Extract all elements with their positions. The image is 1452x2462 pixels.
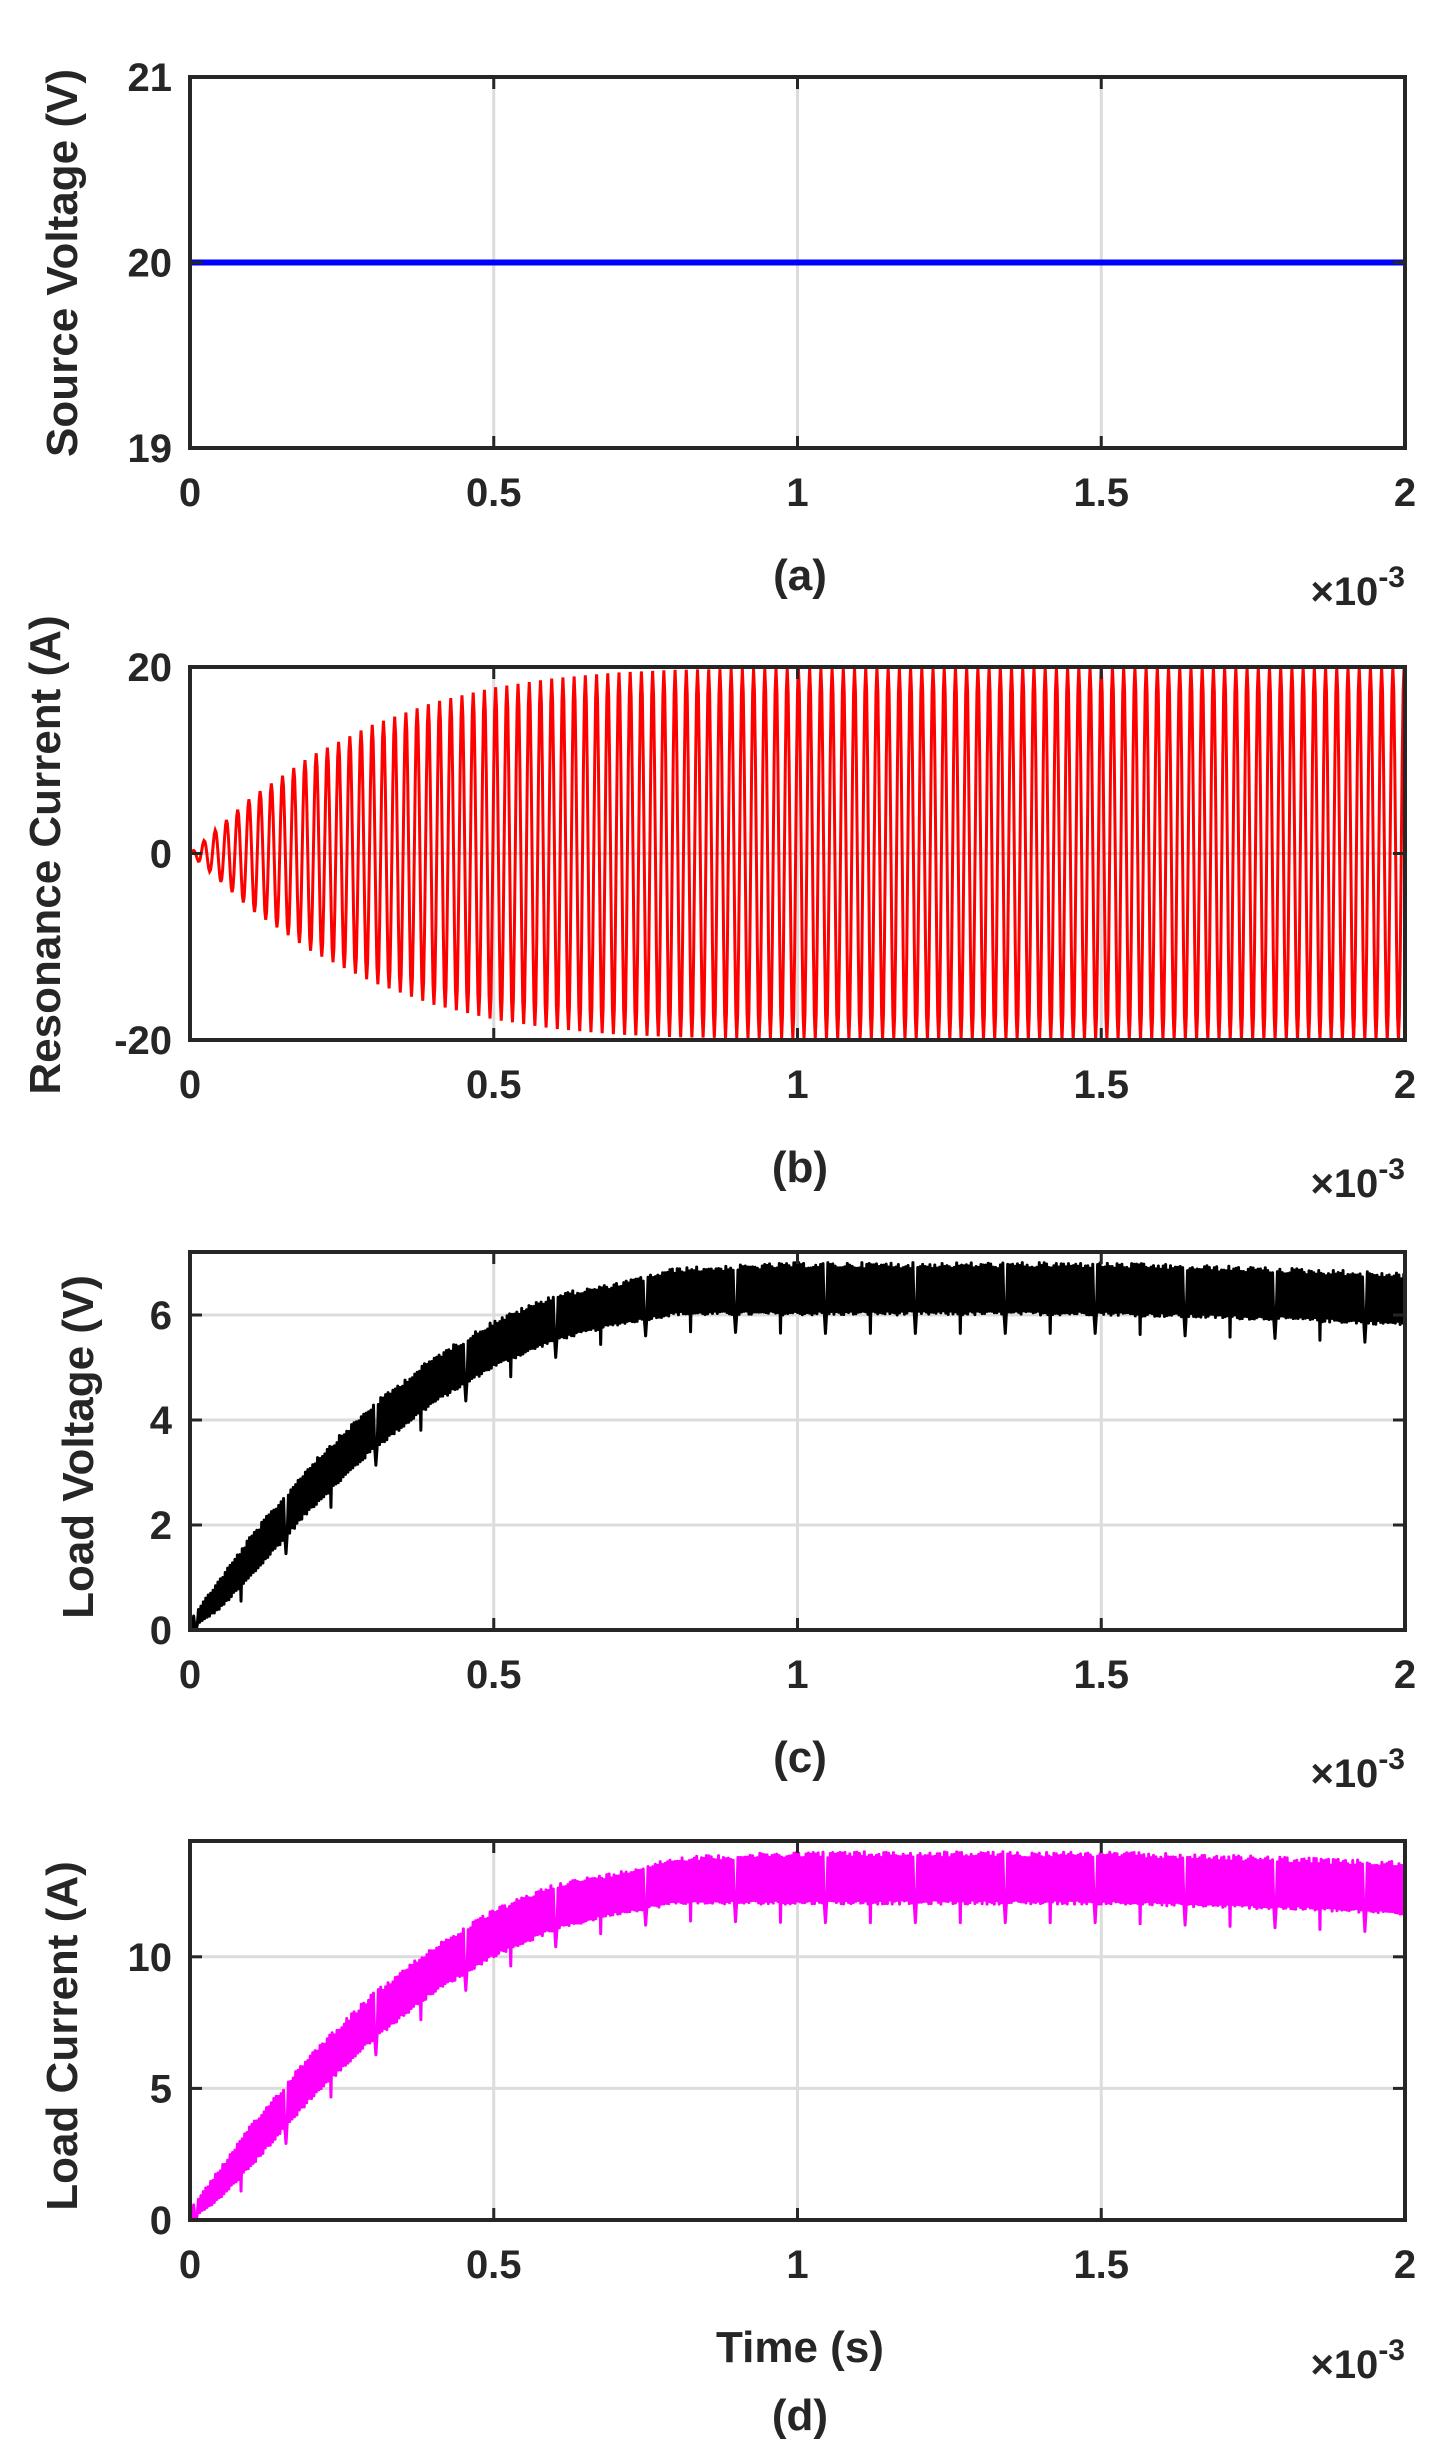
panel-d-ylabel: Load Current (A) <box>38 1861 87 2211</box>
panel-a-ytick-label-0: 19 <box>128 427 173 471</box>
panel-b-xtick-label-2: 1 <box>786 1063 808 1107</box>
panel-d-ytick-label-0: 0 <box>150 2199 172 2243</box>
panel-a: 0 0.5 1 1.5 2 19 20 21 Source Voltage (V) (a) ×… <box>38 56 1416 614</box>
panel-d-xtick-label-0: 0 <box>179 2243 201 2287</box>
panel-c-xtick-label-3: 1.5 <box>1073 1653 1129 1697</box>
panel-d-exponent: ×10-3 <box>1310 2334 1405 2387</box>
panel-b-ytick-label-2: 20 <box>128 646 173 690</box>
panel-c-ytick-label-1: 2 <box>150 1504 172 1548</box>
panel-a-ylabel: Source Voltage (V) <box>38 69 87 457</box>
panel-d-xtick-label-4: 2 <box>1394 2243 1416 2287</box>
panel-c-exponent: ×10-3 <box>1310 1743 1405 1796</box>
panel-c-ytick-label-0: 0 <box>150 1609 172 1653</box>
panel-c-xtick-label-4: 2 <box>1394 1653 1416 1697</box>
panel-c-xtick-label-2: 1 <box>786 1653 808 1697</box>
panel-a-xtick-label-1: 0.5 <box>466 471 522 515</box>
panel-c-ytick-label-3: 6 <box>150 1294 172 1338</box>
panel-a-ytick-label-1: 20 <box>128 242 173 286</box>
panel-d-series-line <box>188 1850 1407 2222</box>
panel-d-caption: (d) <box>772 2391 828 2440</box>
panel-a-exponent: ×10-3 <box>1310 561 1405 614</box>
svg-text:×10-3: ×10-3 <box>1310 1153 1405 1206</box>
panel-a-xtick-label-0: 0 <box>179 471 201 515</box>
panel-d-xtick-label-2: 1 <box>786 2243 808 2287</box>
panel-b-ytick-label-0: -20 <box>114 1019 172 1063</box>
panel-a-ytick-label-2: 21 <box>128 56 173 100</box>
svg-text:×10-3: ×10-3 <box>1310 2334 1405 2387</box>
panel-a-xtick-label-2: 1 <box>786 471 808 515</box>
panel-b-ytick-label-1: 0 <box>150 833 172 877</box>
panel-d-xtick-label-3: 1.5 <box>1073 2243 1129 2287</box>
panel-c-ylabel: Load Voltage (V) <box>54 1275 103 1619</box>
panel-d-xlabel: Time (s) <box>716 2323 884 2372</box>
panel-a-caption: (a) <box>773 551 827 600</box>
panel-c-caption: (c) <box>773 1733 827 1782</box>
panel-c-series-line <box>188 1261 1407 1632</box>
panel-d-ytick-label-2: 10 <box>128 1936 173 1980</box>
panel-b-xtick-label-0: 0 <box>179 1063 201 1107</box>
panel-b-series-line <box>189 666 1407 1041</box>
panel-c-xtick-label-1: 0.5 <box>466 1653 522 1697</box>
svg-text:×10-3: ×10-3 <box>1310 561 1405 614</box>
panel-d-ytick-label-1: 5 <box>150 2067 172 2111</box>
panel-b-xtick-label-1: 0.5 <box>466 1063 522 1107</box>
svg-text:×10-3: ×10-3 <box>1310 1743 1405 1796</box>
panel-b-xtick-label-4: 2 <box>1394 1063 1416 1107</box>
panel-c: 0 0.5 1 1.5 2 0 2 4 6 Load Voltage (V) (c) ×10-3 <box>54 1250 1416 1796</box>
panel-c-xtick-label-0: 0 <box>179 1653 201 1697</box>
panel-b-ylabel: Resonance Current (A) <box>21 615 70 1094</box>
panel-b-exponent: ×10-3 <box>1310 1153 1405 1206</box>
panel-b-xtick-label-3: 1.5 <box>1073 1063 1129 1107</box>
panel-a-xtick-label-4: 2 <box>1394 471 1416 515</box>
panel-d-xtick-label-1: 0.5 <box>466 2243 522 2287</box>
panel-b-caption: (b) <box>772 1143 828 1192</box>
panel-c-ytick-label-2: 4 <box>150 1399 173 1443</box>
panel-a-xtick-label-3: 1.5 <box>1073 471 1129 515</box>
